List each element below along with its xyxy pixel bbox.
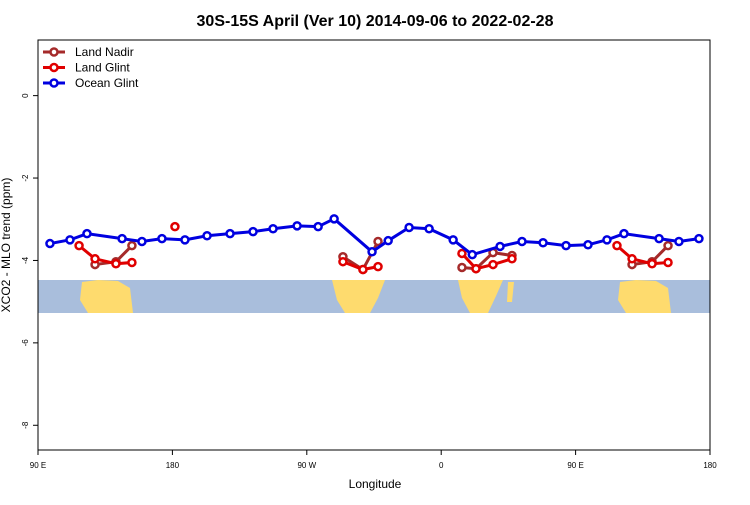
data-point [373,261,383,272]
data-point [457,262,467,273]
map-band [38,280,710,313]
data-point [82,228,92,239]
data-point [137,236,147,247]
legend-label: Ocean Glint [75,76,139,90]
data-point [507,254,517,264]
plot-frame [37,39,711,451]
data-point [561,240,571,251]
data-point [74,240,84,251]
y-tick-label: -4 [21,256,30,264]
legend-marker [49,78,59,88]
data-point [292,221,302,231]
legend-marker [49,62,59,73]
x-tick-label: 90 E [30,461,46,470]
data-point [663,240,673,251]
y-tick-label: -8 [21,421,30,429]
data-point [180,235,190,245]
data-point [329,214,339,224]
data-point [90,254,100,264]
data-point [268,223,278,234]
data-point [225,228,235,239]
data-point [471,263,481,274]
legend-label: Land Nadir [75,45,134,59]
data-point [654,233,664,244]
data-point [488,259,498,270]
data-point [424,223,434,234]
x-tick-label: 90 W [297,461,316,470]
data-point [538,237,548,248]
x-tick-label: 180 [166,461,180,470]
data-point [127,240,137,251]
data-point [367,247,377,257]
legend-marker [49,47,59,57]
y-axis-label: XCO2 - MLO trend (ppm) [0,178,13,313]
data-point [358,264,368,275]
data-point [157,233,167,244]
data-point [45,238,55,249]
x-tick-label: 0 [439,461,444,470]
data-point [647,258,657,269]
x-tick-label: 90 E [567,461,583,470]
data-point [602,235,612,245]
data-point [495,241,505,252]
data-point [170,221,180,232]
data-point [517,236,527,247]
y-tick-label: -6 [21,339,30,347]
data-point [612,240,622,251]
data-point [619,228,629,239]
data-point [663,257,673,268]
data-point [111,258,121,269]
legend-label: Land Glint [75,61,130,75]
x-axis-label: Longitude [349,477,402,491]
data-point [117,233,127,244]
data-point [338,256,348,267]
data-point [65,235,75,245]
data-point [313,221,323,232]
data-point [583,240,593,250]
data-point [694,233,704,244]
data-point [674,236,684,247]
chart-title: 30S-15S April (Ver 10) 2014-09-06 to 202… [197,13,554,30]
data-point [383,235,393,246]
data-point [627,254,637,264]
data-point [457,248,467,259]
y-tick-label: 0 [21,93,30,98]
data-point [448,235,458,245]
x-tick-label: 180 [703,461,717,470]
data-point [248,226,258,237]
data-point [202,230,212,241]
data-point [373,236,383,247]
data-point [127,257,137,268]
data-point [404,222,414,233]
data-point [467,249,478,260]
y-tick-label: -2 [21,174,30,182]
